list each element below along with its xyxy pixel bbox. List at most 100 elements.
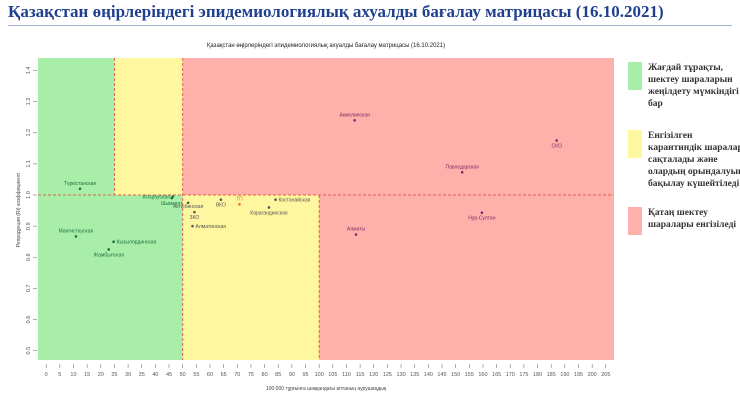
- data-point: [186, 201, 190, 205]
- zone-red: [182, 58, 614, 195]
- x-tick-label: 55: [193, 372, 199, 378]
- y-tick-label: 1.2: [26, 129, 32, 137]
- chart-title: Қазақстан өңірлеріндегі эпидемиологиялық…: [207, 43, 445, 49]
- point-label: Мангистауская: [59, 228, 94, 234]
- x-tick-label: 90: [289, 372, 295, 378]
- x-tick-label: 165: [492, 372, 501, 378]
- x-tick-label: 155: [465, 372, 474, 378]
- x-tick-label: 65: [221, 372, 227, 378]
- zone-green: [38, 58, 115, 360]
- x-tick-label: 185: [547, 372, 556, 378]
- legend-text: Жағдай тұрақты, шектеу шараларын жеңілде…: [648, 63, 739, 109]
- x-tick-label: 50: [180, 372, 186, 378]
- zone-green: [114, 194, 183, 360]
- x-tick-label: 15: [84, 372, 90, 378]
- point-label: ВКО: [216, 203, 226, 209]
- point-label: Павлодарская: [446, 164, 480, 170]
- x-tick-label: 5: [58, 372, 61, 378]
- x-tick-label: 150: [451, 372, 460, 378]
- data-point: [555, 139, 558, 142]
- x-tick-label: 80: [262, 372, 268, 378]
- x-tick-label: 105: [328, 372, 337, 378]
- y-tick-label: 1.3: [26, 98, 32, 106]
- slide-title: Қазақстан өңірлеріндегі эпидемиологиялық…: [8, 2, 664, 21]
- data-point: [112, 240, 115, 243]
- x-axis-label: 100 000 тұрғынға шаққандағы аптаның ауру…: [266, 386, 387, 392]
- point-label: ТП: [236, 196, 243, 202]
- x-tick-label: 205: [601, 372, 610, 378]
- y-tick-label: 0.7: [26, 285, 32, 293]
- y-tick-label: 0.8: [26, 253, 32, 261]
- x-tick-label: 160: [478, 372, 487, 378]
- x-tick-label: 20: [98, 372, 104, 378]
- x-tick-label: 125: [383, 372, 392, 378]
- y-tick-label: 1.0: [26, 191, 32, 199]
- x-tick-label: 200: [588, 372, 597, 378]
- x-tick-label: 180: [533, 372, 542, 378]
- zone-yellow: [114, 58, 183, 195]
- data-point: [353, 118, 356, 122]
- x-tick-label: 175: [519, 372, 528, 378]
- point-label: СКО: [551, 144, 561, 150]
- x-tick-label: 10: [70, 372, 76, 378]
- x-tick-label: 0: [45, 372, 48, 378]
- legend-swatch-red: [628, 207, 642, 235]
- x-tick-label: 95: [302, 372, 308, 378]
- data-point: [354, 233, 358, 236]
- title-divider: [8, 25, 732, 26]
- x-tick-label: 70: [234, 372, 240, 378]
- x-tick-label: 85: [275, 372, 281, 378]
- point-label: Алматинская: [196, 224, 227, 230]
- zone-red: [319, 194, 614, 360]
- point-label: Атырауская: [143, 195, 171, 201]
- legend-text: Енгізілген карантиндік шаралар сақталады…: [648, 131, 740, 189]
- legend-item-green: Жағдай тұрақты, шектеу шараларын жеңілде…: [628, 62, 740, 110]
- data-point: [193, 210, 196, 214]
- x-tick-label: 60: [207, 372, 213, 378]
- data-point: [74, 235, 78, 238]
- x-tick-label: 40: [152, 372, 158, 378]
- data-point: [78, 187, 82, 191]
- point-label: ЗКО: [190, 215, 200, 221]
- data-point: [170, 196, 174, 200]
- point-label: Карагандинская: [250, 210, 288, 216]
- point-label: Кызылординская: [117, 240, 157, 246]
- x-tick-label: 135: [410, 372, 419, 378]
- point-label: Түркістанская: [64, 181, 96, 187]
- x-tick-label: 25: [111, 372, 117, 378]
- data-point: [191, 224, 194, 228]
- data-point: [460, 170, 464, 174]
- x-tick-label: 140: [424, 372, 433, 378]
- x-tick-label: 120: [369, 372, 378, 378]
- x-tick-label: 170: [506, 372, 515, 378]
- legend-item-red: Қатаң шектеу шаралары енгізіледі: [628, 207, 740, 235]
- x-tick-label: 190: [560, 372, 569, 378]
- data-point: [267, 206, 271, 209]
- legend-text: Қатаң шектеу шаралары енгізіледі: [648, 208, 737, 230]
- y-tick-label: 1.4: [26, 67, 32, 75]
- point-label: Алматы: [347, 227, 366, 233]
- data-point: [274, 198, 277, 201]
- point-label: Актюбинская: [173, 204, 204, 210]
- y-tick-label: 0.9: [26, 222, 32, 230]
- x-tick-label: 75: [248, 372, 254, 378]
- legend-item-yellow: Енгізілген карантиндік шаралар сақталады…: [628, 130, 740, 190]
- data-point: [219, 198, 223, 201]
- point-label: Акмолинская: [339, 112, 370, 118]
- zone-yellow: [182, 194, 320, 360]
- x-tick-label: 30: [125, 372, 131, 378]
- y-axis-label: Репродукция (Rt) коэффициенті: [16, 173, 22, 247]
- point-label: Костанайская: [278, 197, 310, 204]
- x-tick-label: 35: [139, 372, 145, 378]
- x-tick-label: 100: [315, 372, 324, 378]
- x-tick-label: 110: [342, 372, 351, 378]
- x-tick-label: 130: [396, 372, 405, 378]
- point-label: Жамбылская: [93, 252, 124, 258]
- point-label: Нур-Султан: [468, 216, 495, 222]
- legend-swatch-yellow: [628, 130, 642, 158]
- x-tick-label: 195: [574, 372, 583, 378]
- data-point: [238, 203, 241, 206]
- y-tick-label: 0.6: [26, 316, 32, 324]
